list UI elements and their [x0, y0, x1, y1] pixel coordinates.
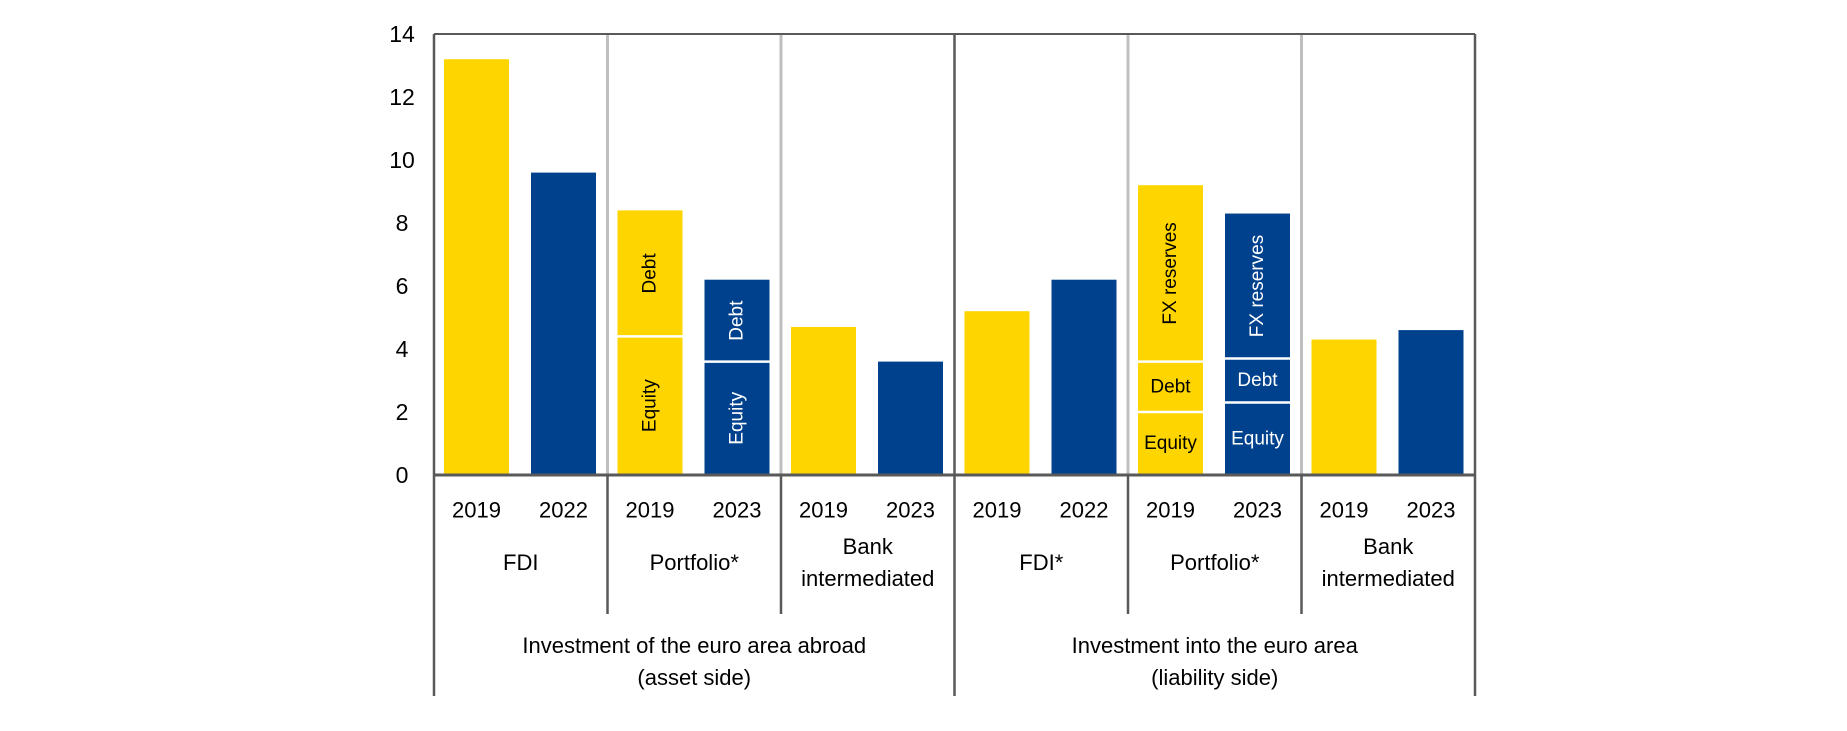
- year-label: 2019: [452, 498, 501, 523]
- year-label: 2023: [713, 498, 762, 523]
- y-tick-label: 12: [389, 84, 415, 110]
- bars-layer: Equity Debt Equity Debt Equity Debt FX reserve…: [444, 59, 1464, 476]
- subgroup-label: Bank intermediated: [1322, 534, 1455, 591]
- segment-label: Debt: [1237, 370, 1278, 391]
- segment-label: FX reserves: [1160, 222, 1181, 324]
- subgroup-label: FDI*: [1019, 550, 1063, 575]
- segment-label: Equity: [1144, 433, 1197, 454]
- chart-frame: [432, 33, 1477, 475]
- segment-label: Debt: [640, 253, 661, 294]
- year-label: 2023: [1407, 498, 1456, 523]
- year-label: 2022: [539, 498, 588, 523]
- segment-label: Debt: [727, 300, 748, 341]
- bar-2023: [1225, 213, 1290, 476]
- year-label: 2022: [1060, 498, 1109, 523]
- y-tick-label: 0: [396, 462, 409, 488]
- y-tick-label: 4: [396, 336, 409, 362]
- bar-2019: [1138, 185, 1203, 475]
- subgroup-label: Bank intermediated: [801, 534, 934, 591]
- y-tick-label: 14: [389, 21, 415, 47]
- segment-label: Equity: [1231, 428, 1284, 449]
- y-tick-label: 6: [396, 273, 409, 299]
- bar-2019: [964, 311, 1030, 475]
- subgroup-label: Portfolio*: [1170, 550, 1260, 575]
- year-label: 2019: [1146, 498, 1195, 523]
- category-labels-layer: 2019 2022 FDI 2019 2023 Portfolio* 2019 2023 Ban…: [432, 475, 1477, 696]
- segment-label: FX reserves: [1247, 235, 1268, 337]
- year-label: 2023: [886, 498, 935, 523]
- bar-2019: [444, 59, 509, 475]
- y-tick-label: 8: [396, 210, 409, 236]
- year-label: 2019: [799, 498, 848, 523]
- year-label: 2019: [1320, 498, 1369, 523]
- bar-2023: [704, 279, 770, 475]
- bar-2023: [878, 361, 943, 475]
- segment-label: Equity: [727, 391, 748, 444]
- segment-label: Debt: [1150, 376, 1191, 397]
- bar-2022: [1051, 279, 1117, 475]
- group-label: Investment of the euro area abroad (asset…: [522, 633, 866, 690]
- year-label: 2019: [626, 498, 675, 523]
- subgroup-label: Portfolio*: [650, 550, 740, 575]
- group-label: Investment into the euro area (liability …: [1072, 633, 1359, 690]
- y-tick-label: 2: [396, 399, 409, 425]
- y-tick-label: 10: [389, 147, 415, 173]
- subgroup-label: FDI: [503, 550, 538, 575]
- bar-2023: [1398, 330, 1464, 475]
- year-label: 2023: [1233, 498, 1282, 523]
- bar-2022: [531, 172, 596, 475]
- bar-2019: [1311, 339, 1377, 475]
- bar-2019: [791, 326, 856, 475]
- year-label: 2019: [973, 498, 1022, 523]
- bar-2019: [617, 210, 683, 475]
- segment-label: Equity: [640, 379, 661, 432]
